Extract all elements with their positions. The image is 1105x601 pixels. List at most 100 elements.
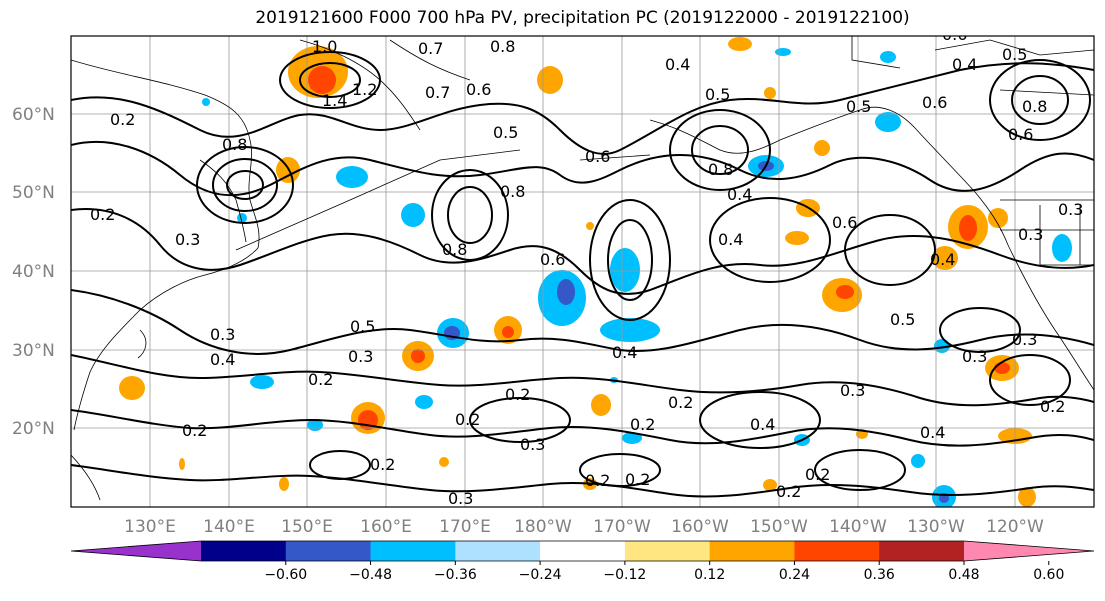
longitude-labels: 130°E 140°E 150°E 160°E 170°E 180°W 170°… [124, 517, 1044, 537]
contour-label: 0.7 [425, 83, 450, 102]
colorbar-tick-label: −0.24 [519, 567, 562, 583]
colorbar-outline [70, 540, 1095, 562]
contour-label: 0.4 [727, 185, 752, 204]
colorbar-segment [285, 541, 372, 561]
lon-label: 180°W [514, 517, 572, 537]
precip-blob [439, 457, 449, 467]
precip-blob [250, 375, 274, 389]
contour-label: 0.2 [805, 465, 830, 484]
colorbar-extend-high [964, 541, 1094, 561]
colorbar-segment [455, 541, 541, 561]
contour-label: 0.7 [418, 39, 443, 58]
contour-label: 0.6 [832, 213, 857, 232]
contour-label: 0.4 [952, 55, 977, 74]
precip-blob [911, 454, 925, 468]
precip-blob [728, 37, 752, 51]
precip-blob [880, 51, 896, 63]
contour-label: 0.2 [630, 415, 655, 434]
contour-label: 0.4 [920, 423, 945, 442]
contour-label: 0.8 [1022, 97, 1047, 116]
contour-label: 1.0 [312, 37, 337, 56]
contour-label: 0.3 [348, 347, 373, 366]
contour-label: 0.3 [520, 435, 545, 454]
colorbar-tick-label: 0.36 [864, 567, 895, 583]
precip-blob [622, 432, 642, 444]
precip-blob [401, 203, 425, 227]
contour-label: 0.6 [585, 147, 610, 166]
precip-blob [276, 157, 300, 183]
contour-label: 0.4 [718, 230, 743, 249]
contour-label: 0.4 [750, 415, 775, 434]
precip-blob [775, 48, 791, 56]
contour-label: 0.5 [1002, 45, 1027, 64]
contour-label: 0.3 [840, 381, 865, 400]
contour-label: 1.4 [322, 91, 347, 110]
contour-label: 0.6 [942, 25, 967, 44]
precip-blob [537, 66, 563, 94]
precip-blob [994, 362, 1010, 374]
contour-label: 0.5 [705, 85, 730, 104]
precip-blob [600, 318, 660, 342]
precip-blob [875, 112, 901, 132]
colorbar-tick-label: −0.12 [603, 567, 646, 583]
colorbar-tick-label: 0.24 [779, 567, 810, 583]
precip-blob [279, 477, 289, 491]
contour-label: 0.3 [448, 489, 473, 508]
contour-label: 0.2 [505, 385, 530, 404]
contour-label: 0.2 [585, 471, 610, 490]
precip-blob [502, 326, 514, 338]
contour-label: 0.8 [442, 240, 467, 259]
pv-contours [71, 51, 1094, 498]
lat-label: 40°N [12, 262, 55, 282]
colorbar-segment [879, 541, 965, 561]
lon-label: 140°E [203, 517, 255, 537]
lon-label: 150°E [281, 517, 333, 537]
precip-blob [557, 279, 575, 305]
contour-label: 0.2 [776, 482, 801, 501]
contour-label: 0.5 [846, 97, 871, 116]
contour-label: 0.6 [1008, 125, 1033, 144]
contour-label: 0.3 [1012, 330, 1037, 349]
contour-label: 0.2 [308, 370, 333, 389]
map-title: 2019121600 F000 700 hPa PV, precipitatio… [255, 8, 910, 28]
precip-blob [932, 246, 958, 270]
colorbar-tick-label: 0.48 [948, 567, 979, 583]
coastlines [71, 36, 1094, 501]
contour-label: 0.6 [466, 80, 491, 99]
precip-blob [179, 458, 185, 470]
contour-label: 0.2 [1040, 397, 1065, 416]
precip-blob [1052, 234, 1072, 262]
colorbar-tick-label: −0.60 [264, 567, 307, 583]
precip-blob [336, 166, 368, 188]
lat-label: 20°N [12, 419, 55, 439]
contour-label: 0.3 [210, 325, 235, 344]
colorbar-segment [201, 541, 287, 561]
colorbar-segment [709, 541, 795, 561]
precip-blob [988, 208, 1008, 228]
contour-label: 0.2 [90, 205, 115, 224]
colorbar-segment [624, 541, 711, 561]
contour-label: 0.2 [370, 455, 395, 474]
precip-blob [411, 349, 425, 363]
colorbar-tick-label: 0.60 [1033, 567, 1064, 583]
contour-label: 0.5 [493, 123, 518, 142]
contour-labels: 1.0 0.7 0.8 1.4 1.2 0.8 0.7 0.6 0.5 0.4 … [90, 25, 1083, 508]
latitude-labels: 20°N 30°N 40°N 50°N 60°N [12, 105, 55, 439]
precip-blob [1018, 487, 1036, 507]
precip-blob [764, 87, 776, 99]
contour-label: 0.3 [962, 347, 987, 366]
contour-label: 0.2 [625, 470, 650, 489]
lat-label: 50°N [12, 183, 55, 203]
contour-label: 0.3 [1018, 225, 1043, 244]
lon-label: 160°W [671, 517, 729, 537]
contour-label: 0.3 [1058, 200, 1083, 219]
contour-label: 0.8 [708, 160, 733, 179]
plot-frame [70, 35, 1095, 508]
lat-label: 60°N [12, 105, 55, 125]
colorbar-segment [794, 541, 880, 561]
colorbar-tick-label: −0.36 [434, 567, 477, 583]
precip-blob [202, 98, 210, 106]
precip-blob [785, 231, 809, 245]
lon-label: 130°E [124, 517, 176, 537]
colorbar-tick-label: −0.48 [349, 567, 392, 583]
